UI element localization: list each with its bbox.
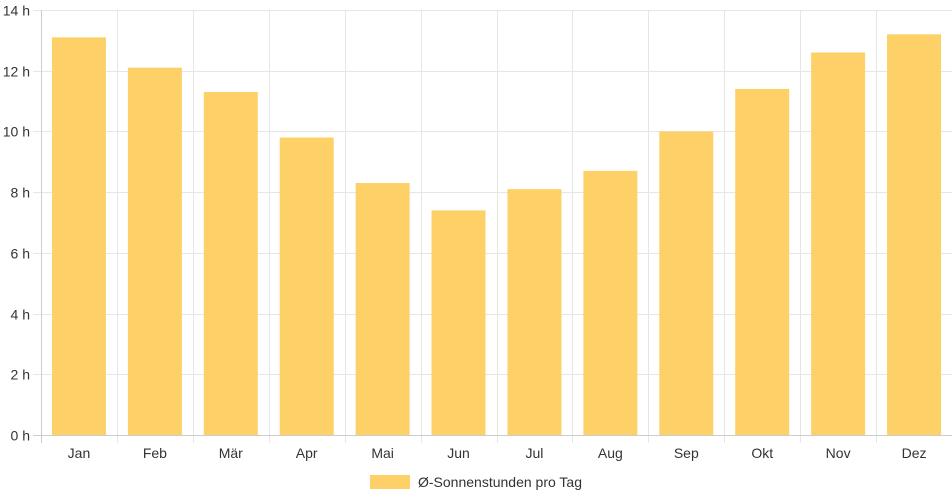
y-axis-tick-labels: 0 h 2 h 4 h 6 h 8 h 10 h 12 h 14 h (3, 3, 30, 444)
y-tick-label: 6 h (11, 246, 30, 262)
x-tick-label: Mai (371, 445, 394, 461)
bar-dez[interactable] (887, 34, 942, 436)
bar-aug[interactable] (583, 170, 638, 435)
bar-okt[interactable] (735, 88, 790, 435)
bar-jan[interactable] (51, 37, 106, 435)
bar-jul[interactable] (507, 189, 562, 435)
bar-apr[interactable] (279, 137, 334, 436)
x-axis-tick-labels: Jan Feb Mär Apr Mai Jun Jul Aug Sep Okt Nov Dez (68, 445, 927, 461)
x-tick-label: Mär (219, 445, 243, 461)
bar-nov[interactable] (811, 52, 866, 436)
bar-feb[interactable] (127, 67, 182, 435)
y-tick-label: 4 h (11, 307, 30, 323)
y-tick-label: 8 h (11, 185, 30, 201)
x-tick-label: Sep (674, 445, 699, 461)
legend[interactable]: Ø-Sonnenstunden pro Tag (370, 474, 582, 490)
grid-lines (33, 10, 952, 443)
x-tick-label: Dez (902, 445, 927, 461)
legend-swatch[interactable] (370, 475, 410, 489)
bars (51, 34, 942, 436)
bar-mai[interactable] (355, 183, 410, 435)
y-tick-label: 0 h (11, 428, 30, 444)
legend-label[interactable]: Ø-Sonnenstunden pro Tag (418, 474, 582, 490)
y-tick-label: 12 h (3, 64, 30, 80)
y-tick-label: 14 h (3, 3, 30, 19)
y-tick-label: 10 h (3, 124, 30, 140)
bar-mär[interactable] (203, 91, 258, 435)
y-tick-label: 2 h (11, 367, 30, 383)
x-tick-label: Okt (751, 445, 773, 461)
x-tick-label: Jul (526, 445, 544, 461)
x-tick-label: Apr (296, 445, 318, 461)
bar-jun[interactable] (431, 210, 486, 435)
x-tick-label: Jan (68, 445, 91, 461)
x-tick-label: Aug (598, 445, 623, 461)
x-tick-label: Feb (143, 445, 167, 461)
x-tick-label: Jun (447, 445, 470, 461)
x-tick-label: Nov (826, 445, 851, 461)
axes (41, 10, 952, 436)
bar-sep[interactable] (659, 131, 714, 435)
